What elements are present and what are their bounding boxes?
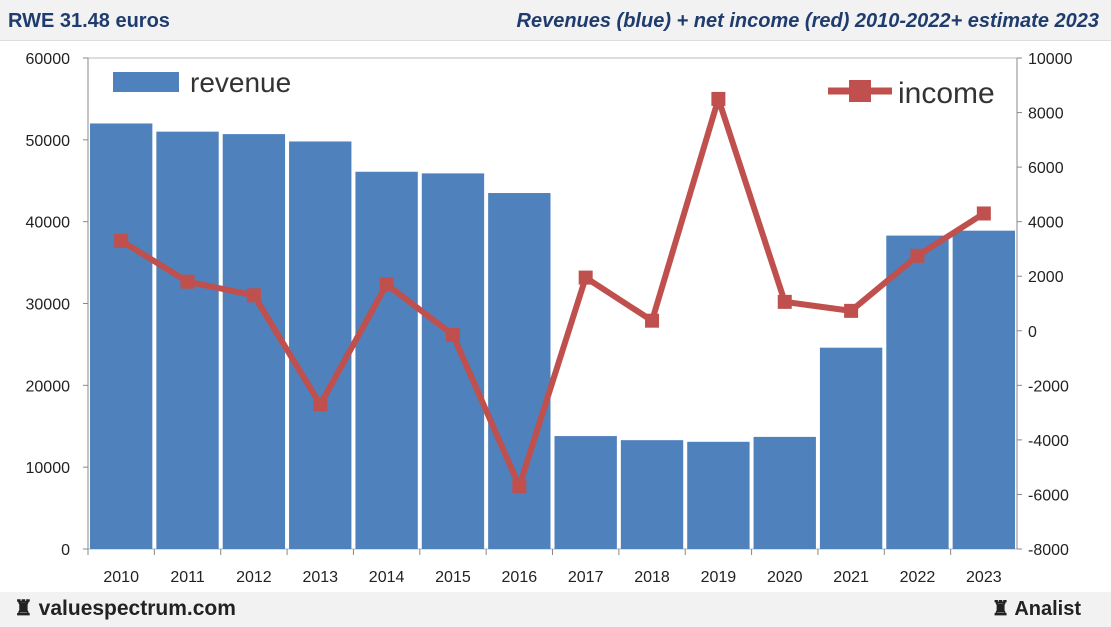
income-point-2018: [645, 313, 660, 328]
legend-revenue-swatch: [113, 72, 179, 92]
revenue-bar-2013: [289, 141, 352, 549]
revenue-bar-2023: [952, 230, 1015, 549]
revenue-bar-2011: [156, 131, 219, 549]
x-tick-label: 2019: [701, 569, 737, 586]
x-tick-label: 2022: [900, 569, 936, 586]
right-tick-label: 6000: [1028, 160, 1064, 177]
header-bar: [0, 0, 1111, 41]
x-tick-label: 2013: [302, 569, 338, 586]
income-point-2020: [777, 294, 792, 309]
legend-income-marker: [849, 80, 871, 102]
site-name: valuespectrum.com: [38, 597, 236, 620]
chart-title-left: RWE 31.48 euros: [8, 10, 170, 32]
right-tick-label: 2000: [1028, 269, 1064, 286]
footer-brand: ♜ Analist: [991, 598, 1081, 620]
left-tick-label: 20000: [26, 378, 71, 395]
income-point-2012: [246, 288, 261, 303]
x-tick-label: 2014: [369, 569, 405, 586]
left-tick-label: 50000: [26, 133, 71, 150]
income-point-2011: [180, 274, 195, 289]
income-point-2016: [512, 479, 527, 494]
x-tick-label: 2017: [568, 569, 604, 586]
left-tick-label: 10000: [26, 460, 71, 477]
right-tick-label: -2000: [1028, 378, 1069, 395]
revenue-bar-2021: [819, 347, 883, 549]
revenue-bar-2010: [90, 123, 153, 549]
right-tick-label: -8000: [1028, 542, 1069, 559]
footer-site: ♜ valuespectrum.com: [14, 597, 236, 620]
right-tick-label: -6000: [1028, 487, 1069, 504]
revenue-bar-2020: [753, 436, 816, 549]
income-point-2021: [844, 303, 859, 318]
income-point-2015: [445, 327, 460, 342]
revenue-bar-2014: [355, 171, 418, 549]
right-tick-label: 10000: [1028, 51, 1073, 68]
income-point-2013: [313, 397, 328, 412]
income-point-2019: [711, 91, 726, 106]
revenue-bar-2012: [222, 134, 286, 550]
income-point-2023: [976, 206, 991, 221]
revenue-bar-2018: [620, 440, 684, 549]
revenue-bar-2015: [421, 173, 485, 549]
right-tick-label: -4000: [1028, 433, 1069, 450]
legend-revenue-label: revenue: [190, 67, 291, 98]
revenue-bar-2022: [886, 235, 949, 549]
x-tick-label: 2021: [833, 569, 869, 586]
income-point-2014: [379, 277, 394, 292]
left-tick-label: 30000: [26, 297, 71, 314]
brand-name: Analist: [1014, 598, 1081, 620]
left-tick-label: 0: [61, 542, 70, 559]
income-line: [119, 95, 986, 490]
x-tick-label: 2018: [634, 569, 670, 586]
x-tick-label: 2015: [435, 569, 471, 586]
left-tick-label: 60000: [26, 51, 71, 68]
x-tick-label: 2010: [103, 569, 139, 586]
legend-income-label: income: [898, 77, 995, 110]
income-point-2010: [114, 233, 129, 248]
right-tick-label: 8000: [1028, 106, 1064, 123]
income-point-2022: [910, 248, 925, 263]
chart-title-right: Revenues (blue) + net income (red) 2010-…: [516, 10, 1100, 32]
revenue-bar-2017: [554, 436, 617, 549]
income-point-2017: [578, 270, 593, 285]
x-tick-label: 2023: [966, 569, 1002, 586]
footer-bar: [0, 592, 1111, 627]
right-tick-label: 4000: [1028, 215, 1064, 232]
x-tick-label: 2016: [502, 569, 538, 586]
revenue-bar-2019: [687, 441, 750, 549]
x-tick-label: 2012: [236, 569, 272, 586]
left-tick-label: 40000: [26, 215, 71, 232]
x-tick-label: 2020: [767, 569, 803, 586]
x-tick-label: 2011: [170, 569, 205, 586]
revenue-bar-2016: [488, 193, 551, 549]
right-tick-label: 0: [1028, 324, 1037, 341]
